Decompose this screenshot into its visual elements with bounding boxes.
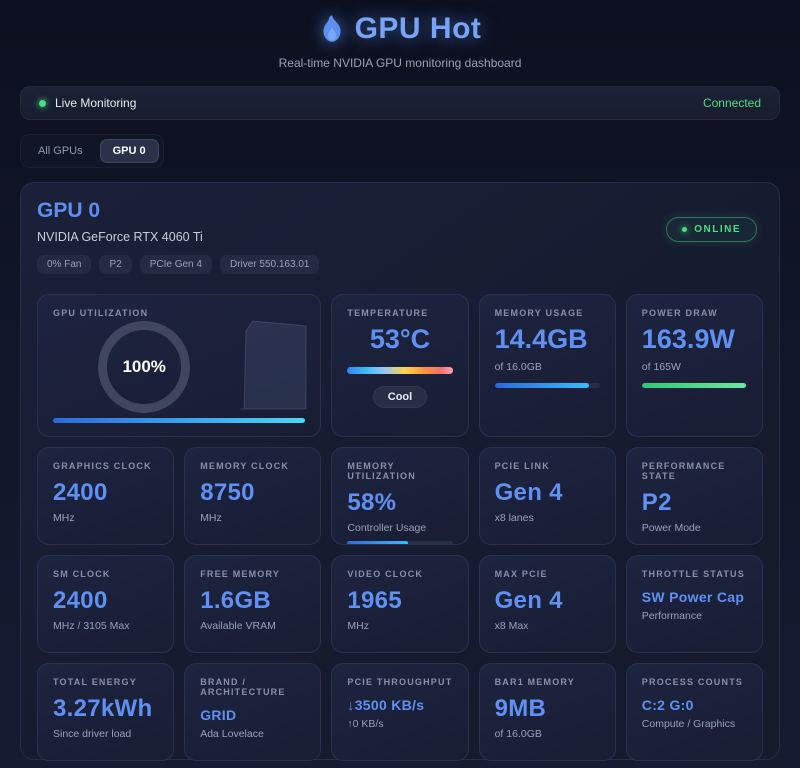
memory-usage-sub: of 16.0GB — [494, 361, 542, 373]
pcie-throughput-rx: ↓3500 KB/s — [347, 697, 425, 713]
badge-pcie-gen: PCIe Gen 4 — [139, 255, 212, 274]
gpu-model: NVIDIA GeForce RTX 4060 Ti — [37, 230, 203, 244]
temperature-label: TEMPERATURE — [347, 308, 429, 318]
gpu-tabs: All GPUs GPU 0 — [20, 134, 164, 168]
tab-all-gpus[interactable]: All GPUs — [38, 145, 83, 157]
utilization-gauge-value: 100% — [122, 356, 166, 376]
gpu-0-panel: GPU 0 NVIDIA GeForce RTX 4060 Ti 0% Fan … — [20, 182, 780, 761]
card-graphics-clock: GRAPHICS CLOCK 2400 MHz — [37, 447, 175, 545]
connection-status: Connected — [702, 96, 761, 110]
card-memory-usage: MEMORY USAGE 14.4GB of 16.0GB — [478, 294, 616, 437]
memory-clock-value: 8750 — [200, 479, 255, 506]
pcie-throughput-tx: ↑0 KB/s — [347, 718, 384, 730]
card-sm-clock: SM CLOCK 2400 MHz / 3105 Max — [37, 555, 175, 653]
card-memory-utilization: MEMORY UTILIZATION 58% Controller Usage — [331, 447, 469, 545]
card-total-energy: TOTAL ENERGY 3.27kWh Since driver load — [37, 663, 175, 761]
gpu-utilization-label: GPU UTILIZATION — [53, 308, 149, 318]
brand-architecture-value: GRID — [200, 707, 237, 723]
utilization-progress-bar — [53, 418, 306, 423]
card-gpu-utilization: GPU UTILIZATION 100% — [37, 294, 322, 437]
utilization-history-sparkline — [240, 320, 307, 410]
bar1-memory-value: 9MB — [494, 695, 547, 722]
memory-usage-bar — [494, 383, 600, 388]
live-status-dot-icon — [39, 99, 46, 107]
throttle-status-value: SW Power Cap — [641, 589, 745, 605]
app-subtitle: Real-time NVIDIA GPU monitoring dashboar… — [278, 56, 522, 70]
badge-driver: Driver 550.163.01 — [219, 255, 320, 274]
max-pcie-value: Gen 4 — [494, 587, 563, 614]
video-clock-value: 1965 — [347, 587, 402, 614]
app-header: GPU Hot Real-time NVIDIA GPU monitoring … — [0, 0, 800, 70]
app-title: GPU Hot — [354, 12, 482, 45]
card-brand-architecture: BRAND / ARCHITECTURE GRID Ada Lovelace — [184, 663, 322, 761]
temperature-gradient-bar — [347, 367, 453, 374]
card-memory-clock: MEMORY CLOCK 8750 MHz — [184, 447, 322, 545]
power-draw-sub: of 165W — [641, 361, 681, 373]
power-draw-bar — [641, 383, 747, 388]
process-counts-value: C:2 G:0 — [641, 697, 694, 713]
memory-usage-label: MEMORY USAGE — [494, 308, 584, 318]
card-process-counts: PROCESS COUNTS C:2 G:0 Compute / Graphic… — [625, 663, 763, 761]
memory-utilization-value: 58% — [347, 489, 397, 516]
tab-gpu-0[interactable]: GPU 0 — [99, 139, 159, 163]
card-throttle-status: THROTTLE STATUS SW Power Cap Performance — [625, 555, 763, 653]
gpu-badges: 0% Fan P2 PCIe Gen 4 Driver 550.163.01 — [37, 255, 763, 274]
memory-utilization-bar — [347, 541, 453, 544]
memory-usage-value: 14.4GB — [494, 324, 588, 354]
performance-state-value: P2 — [641, 489, 672, 516]
card-pcie-throughput: PCIE THROUGHPUT ↓3500 KB/s ↑0 KB/s — [331, 663, 469, 761]
graphics-clock-value: 2400 — [53, 479, 108, 506]
online-status-badge: ONLINE — [666, 217, 757, 242]
badge-fan: 0% Fan — [37, 255, 92, 274]
temperature-value: 53°C — [369, 324, 431, 354]
temperature-status-badge: Cool — [372, 386, 428, 408]
flame-icon — [323, 15, 341, 42]
gpu-title: GPU 0 — [37, 199, 101, 222]
status-bar: Live Monitoring Connected — [20, 86, 780, 120]
power-draw-label: POWER DRAW — [641, 308, 718, 318]
free-memory-value: 1.6GB — [200, 587, 272, 614]
power-draw-value: 163.9W — [641, 324, 735, 354]
total-energy-value: 3.27kWh — [53, 695, 153, 722]
card-pcie-link: PCIE LINK Gen 4 x8 lanes — [478, 447, 616, 545]
live-monitoring-label: Live Monitoring — [55, 96, 137, 110]
utilization-gauge: 100% — [98, 320, 191, 413]
card-video-clock: VIDEO CLOCK 1965 MHz — [331, 555, 469, 653]
card-temperature: TEMPERATURE 53°C Cool — [331, 294, 469, 437]
badge-pstate: P2 — [99, 255, 132, 274]
metrics-grid: GPU UTILIZATION 100% TEMPERATURE 53°C Co… — [37, 294, 763, 761]
card-performance-state: PERFORMANCE STATE P2 Power Mode — [625, 447, 763, 545]
card-max-pcie: MAX PCIE Gen 4 x8 Max — [478, 555, 616, 653]
sm-clock-value: 2400 — [53, 587, 108, 614]
card-bar1-memory: BAR1 MEMORY 9MB of 16.0GB — [478, 663, 616, 761]
card-free-memory: FREE MEMORY 1.6GB Available VRAM — [184, 555, 322, 653]
pcie-link-value: Gen 4 — [494, 479, 563, 506]
online-dot-icon — [682, 227, 688, 232]
card-power-draw: POWER DRAW 163.9W of 165W — [625, 294, 763, 437]
